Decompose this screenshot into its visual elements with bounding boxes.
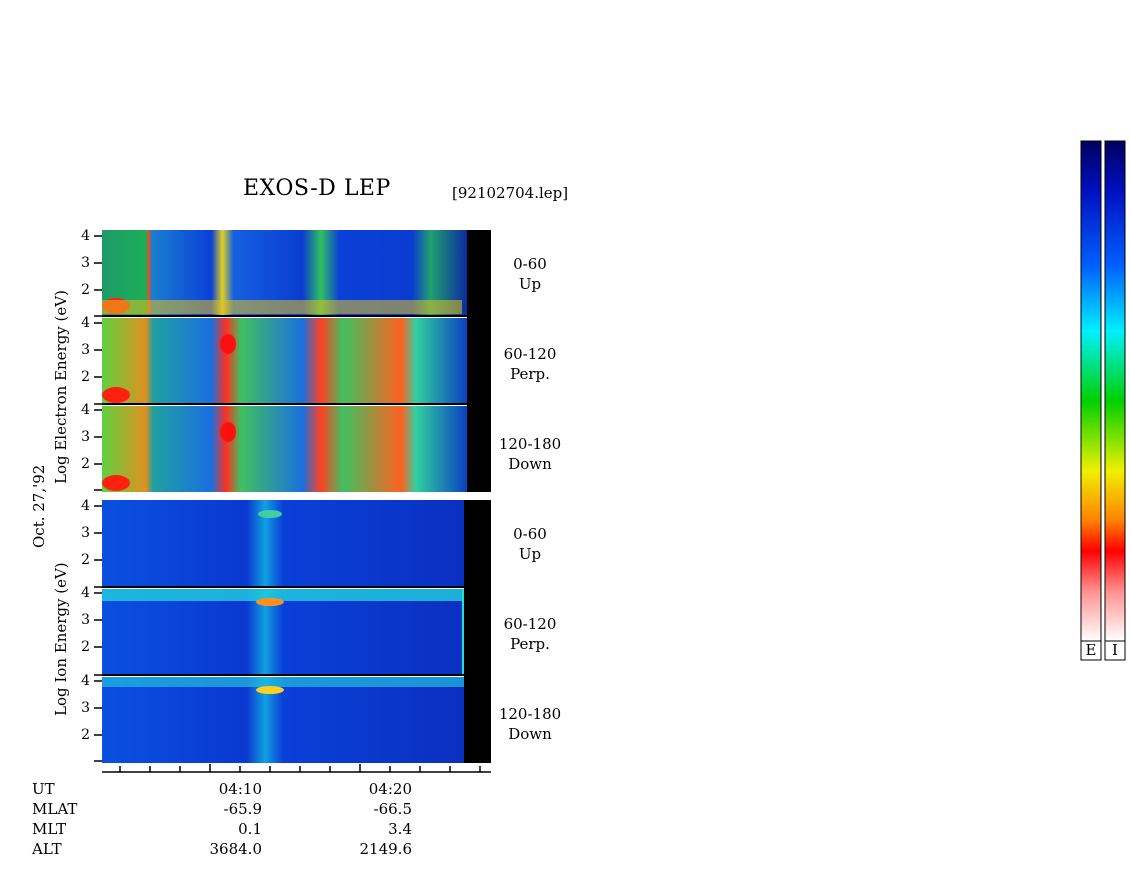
electron-y-axis-label: Log Electron Energy (eV) [52,290,70,484]
panel-direction: Down [508,455,552,473]
panel-pitch: 120-180 [498,705,562,723]
footer-mlt-value: 0.1 [238,820,262,838]
electron-colorbar-letter: E [1085,641,1097,659]
tick-label: 3 [81,342,90,358]
panel-pitch: 60-120 [503,345,557,363]
ion-down-feature [256,686,284,694]
ion-colorbar [1104,140,1126,642]
electron-perp-panel [102,318,467,404]
chart-title: EXOS-D LEP [243,176,391,201]
date-label: Oct. 27,'92 [30,464,48,548]
electron-up-low-band [102,300,462,314]
tick-label: 3 [81,612,90,628]
panel-label: 120-180 Down [485,434,575,474]
panel-pitch: 0-60 [513,525,547,543]
footer-label-alt: ALT [32,840,62,858]
ion-y-axis-label: Log Ion Energy (eV) [52,562,70,716]
ion-up-panel [102,500,464,586]
footer-label-mlt: MLT [32,820,67,838]
tick-label: 3 [81,525,90,541]
footer-alt-value: 2149.6 [359,840,413,858]
tick-label: 2 [81,727,90,743]
panel-label: 0-60 Up [485,524,575,564]
panel-label: 60-120 Perp. [485,344,575,384]
tick-label: 4 [81,585,90,601]
footer-mlt-value: 3.4 [388,820,412,838]
colorbar-cap [1080,640,1102,661]
panel-direction: Up [518,275,542,293]
ion-down-high-band [102,677,464,687]
panel-direction: Perp. [510,635,550,653]
panel-label: 120-180 Down [485,704,575,744]
x-axis-ticks [119,764,481,772]
tick-label: 4 [81,315,90,331]
y-axis-ticks [94,235,102,762]
panel-label: 0-60 Up [485,254,575,294]
ion-perp-feature [256,598,284,606]
footer-ut-value: 04:20 [368,780,412,798]
tick-label: 2 [81,369,90,385]
tick-label: 4 [81,228,90,244]
tick-label: 2 [81,456,90,472]
panel-direction: Up [518,545,542,563]
panel-pitch: 60-120 [503,615,557,633]
tick-label: 4 [81,673,90,689]
panel-label: 60-120 Perp. [485,614,575,654]
tick-label: 4 [81,498,90,514]
electron-perp-hotspot [102,387,130,403]
electron-down-burst [220,422,236,442]
panel-direction: Down [508,725,552,743]
footer-mlat-value: -66.5 [373,800,412,818]
electron-perp-burst [220,334,236,354]
footer-ut-value: 04:10 [218,780,262,798]
electron-colorbar [1080,140,1102,642]
panel-direction: Perp. [510,365,550,383]
tick-label: 2 [81,282,90,298]
tick-label: 3 [81,255,90,271]
tick-label: 4 [81,402,90,418]
ion-perp-high-band [102,589,464,601]
panel-pitch: 120-180 [498,435,562,453]
colorbar-cap [1104,640,1126,661]
electron-down-hotspot [102,475,130,491]
electron-no-data-band [467,230,491,492]
footer-mlat-value: -65.9 [223,800,262,818]
file-name: [92102704.lep] [452,184,569,202]
ion-colorbar-letter: I [1112,641,1118,659]
ion-no-data-band [464,500,491,763]
footer-alt-value: 3684.0 [209,840,263,858]
tick-label: 2 [81,639,90,655]
tick-label: 3 [81,429,90,445]
panel-pitch: 0-60 [513,255,547,273]
footer-label-mlat: MLAT [32,800,78,818]
electron-down-panel [102,406,467,492]
ion-up-feature [258,510,282,518]
footer-label-ut: UT [32,780,55,798]
tick-label: 3 [81,700,90,716]
tick-label: 2 [81,552,90,568]
